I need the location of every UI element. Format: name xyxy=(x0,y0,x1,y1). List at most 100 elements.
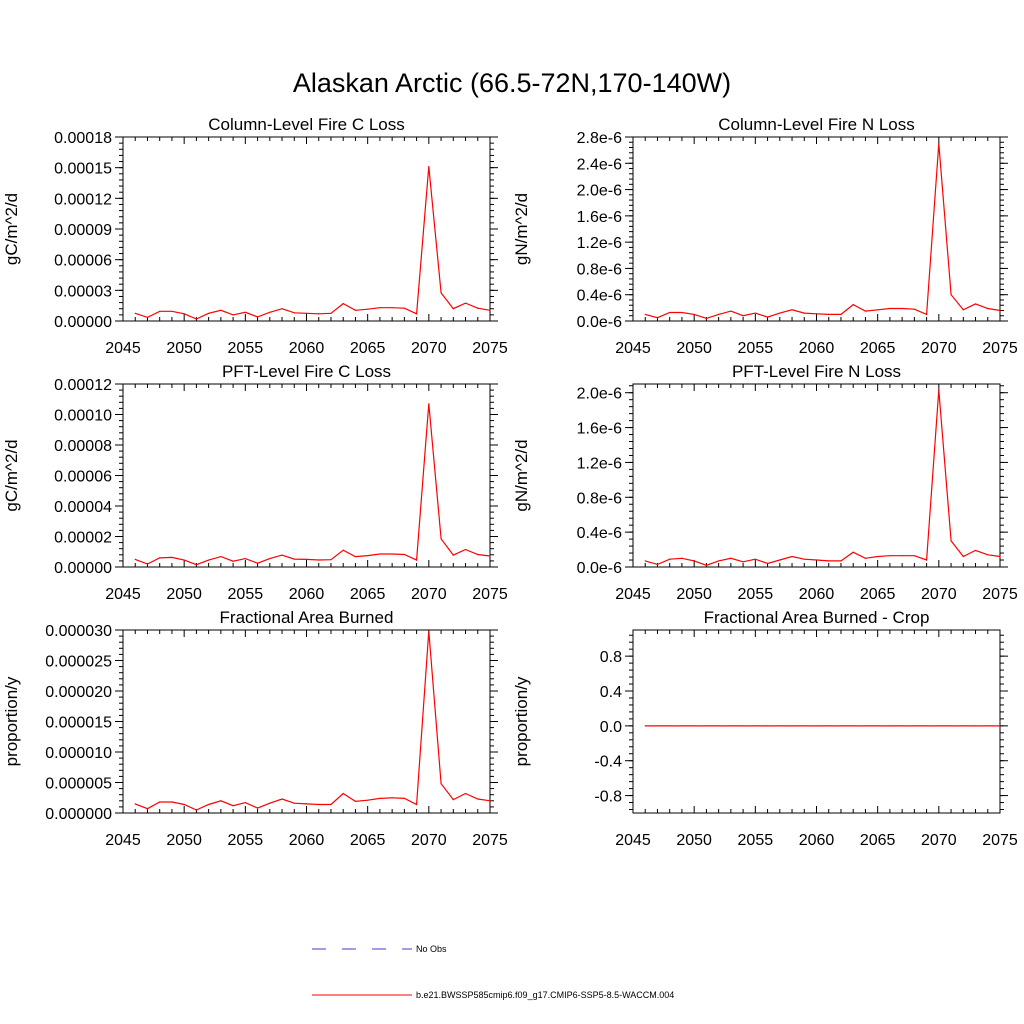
data-point xyxy=(318,803,320,806)
data-point xyxy=(864,557,867,559)
x-tick-label: 2070 xyxy=(411,832,447,849)
data-point xyxy=(815,313,818,315)
data-point xyxy=(293,558,295,560)
data-point xyxy=(693,725,695,727)
data-point xyxy=(889,725,891,727)
data-point xyxy=(354,309,357,311)
x-tick-label: 2060 xyxy=(799,340,835,357)
x-tick-label: 2075 xyxy=(982,832,1018,849)
y-tick-label: 0.000025 xyxy=(45,654,112,671)
y-tick-label: 0.4 xyxy=(600,684,622,701)
y-tick-label: 1.6e-6 xyxy=(577,209,622,226)
y-axis-label: gN/m^2/d xyxy=(512,439,531,511)
data-point xyxy=(195,564,197,566)
data-point xyxy=(452,554,454,556)
data-point xyxy=(232,560,234,562)
legend-model-label: b.e21.BWSSP585cmip6.f09_g17.CMIP6-SSP5-8… xyxy=(416,990,674,1000)
data-point xyxy=(367,799,369,801)
data-point xyxy=(681,557,683,559)
y-tick-label: 0.00018 xyxy=(54,130,112,147)
x-tick-label: 2050 xyxy=(676,340,712,357)
x-tick-label: 2055 xyxy=(738,340,774,357)
series-line xyxy=(134,631,491,811)
data-point xyxy=(171,556,173,558)
data-point xyxy=(220,800,222,802)
panel-pft-level-fire-n-loss: PFT-Level Fire N Loss 2045 2050 2055 2060 206… xyxy=(512,362,1018,603)
data-point xyxy=(803,725,805,727)
series-line xyxy=(645,390,1001,566)
data-point xyxy=(877,725,879,727)
y-tick-label: 0.000010 xyxy=(45,745,112,762)
data-point xyxy=(987,554,989,556)
y-tick-label: 2.4e-6 xyxy=(577,156,622,173)
panel-column-level-fire-c-loss: Column-Level Fire C Loss 2045 2050 2055 2060… xyxy=(2,115,508,357)
data-point xyxy=(840,313,842,316)
x-tick-label: 2055 xyxy=(228,340,264,357)
data-point xyxy=(877,309,879,311)
data-point xyxy=(815,559,818,561)
data-point xyxy=(656,563,659,565)
data-point xyxy=(754,312,756,314)
x-tick-label: 2065 xyxy=(350,832,386,849)
plot-frame xyxy=(632,383,1001,568)
data-point xyxy=(644,725,646,727)
data-point xyxy=(644,313,646,316)
data-point xyxy=(416,559,418,561)
y-tick-label: -0.4 xyxy=(594,754,622,771)
data-point xyxy=(999,555,1001,558)
data-point xyxy=(489,555,491,557)
x-tick-label: 2050 xyxy=(166,340,202,357)
y-tick-label: 1.6e-6 xyxy=(577,421,622,438)
data-point xyxy=(656,317,659,319)
x-tick-label: 2075 xyxy=(472,832,508,849)
data-point xyxy=(403,307,405,309)
x-tick-label: 2065 xyxy=(350,586,386,603)
data-point xyxy=(379,797,381,799)
data-point xyxy=(779,559,781,561)
data-point xyxy=(828,725,830,727)
x-tick-label: 2060 xyxy=(289,832,325,849)
x-tick-label: 2070 xyxy=(921,832,957,849)
y-tick-label: 0.00010 xyxy=(54,408,112,425)
data-point xyxy=(367,308,369,310)
series-line xyxy=(645,143,1001,320)
y-tick-label: 0.00009 xyxy=(54,222,112,239)
y-tick-label: 0.4e-6 xyxy=(577,288,622,305)
data-point xyxy=(901,555,903,557)
series-line xyxy=(135,166,491,320)
data-point xyxy=(403,797,405,799)
data-point xyxy=(220,556,222,558)
y-axis-label: proportion/y xyxy=(2,676,21,766)
data-point xyxy=(766,725,769,727)
x-tick-label: 2065 xyxy=(350,340,386,357)
data-point xyxy=(342,303,344,305)
data-point xyxy=(220,309,222,311)
y-tick-label: 0.00008 xyxy=(54,438,112,455)
data-point xyxy=(354,556,357,558)
data-point xyxy=(828,313,830,316)
data-point xyxy=(926,559,928,561)
y-tick-label: 0.00000 xyxy=(54,314,112,331)
data-point xyxy=(779,725,781,727)
data-point xyxy=(171,801,173,803)
data-point xyxy=(754,558,756,560)
data-point xyxy=(330,312,332,314)
data-point xyxy=(244,802,246,804)
data-point xyxy=(416,803,418,806)
data-point xyxy=(305,803,308,805)
y-tick-label: 0.00000 xyxy=(54,560,112,577)
data-point xyxy=(693,560,695,562)
data-point xyxy=(791,725,793,727)
data-point xyxy=(864,310,867,312)
panel-title: Fractional Area Burned - Crop xyxy=(704,608,930,627)
data-point xyxy=(489,309,491,311)
data-point xyxy=(852,303,854,306)
y-axis-label: gC/m^2/d xyxy=(2,439,21,511)
data-point xyxy=(489,800,491,802)
data-point xyxy=(889,555,891,557)
data-point xyxy=(452,308,454,310)
x-tick-label: 2050 xyxy=(676,832,712,849)
data-point xyxy=(391,307,393,309)
data-point xyxy=(403,553,405,556)
data-point xyxy=(428,166,430,168)
